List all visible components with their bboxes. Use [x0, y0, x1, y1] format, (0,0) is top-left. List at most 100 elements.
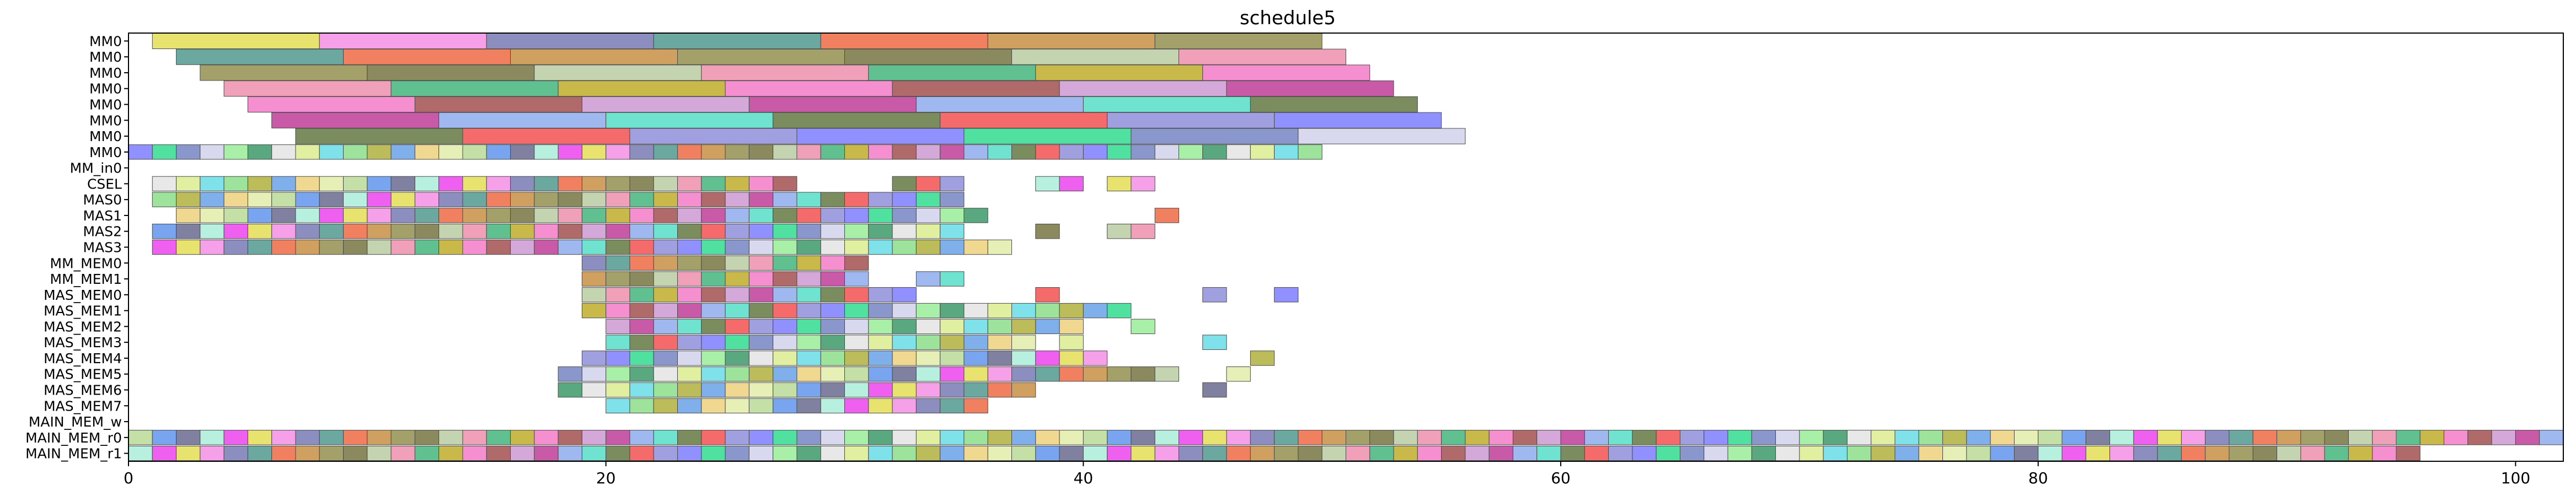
task-bar	[247, 176, 272, 192]
task-bar	[581, 223, 607, 239]
task-bar	[581, 96, 749, 113]
task-bar	[414, 239, 440, 255]
task-bar	[1059, 351, 1084, 366]
task-bar	[558, 80, 726, 97]
x-tick-label: 60	[1551, 469, 1571, 487]
task-bar	[200, 430, 224, 445]
task-bar	[343, 208, 368, 223]
task-bar	[725, 366, 749, 382]
task-bar	[486, 208, 511, 223]
task-bar	[677, 223, 702, 239]
task-bar	[1011, 48, 1180, 65]
task-bar	[1417, 445, 1442, 461]
task-bar	[2372, 445, 2397, 461]
task-bar	[271, 176, 296, 192]
task-bar	[1704, 430, 1728, 445]
task-bar	[510, 192, 535, 207]
lane-label: MAS_MEM4	[44, 351, 122, 366]
task-bar	[773, 239, 797, 255]
task-bar	[1369, 430, 1394, 445]
task-bar	[581, 271, 607, 287]
x-tick-label: 0	[124, 469, 133, 487]
task-bar	[128, 144, 153, 160]
task-bar	[390, 208, 415, 223]
task-bar	[223, 176, 248, 192]
task-bar	[796, 319, 821, 335]
task-bar	[796, 223, 821, 239]
task-bar	[701, 176, 726, 192]
task-bar	[940, 208, 965, 223]
chart-title: schedule5	[1240, 7, 1336, 29]
task-bar	[1298, 430, 1322, 445]
task-bar	[271, 445, 296, 461]
task-bar	[677, 319, 702, 335]
task-bar	[486, 33, 654, 49]
task-bar	[223, 192, 248, 207]
task-bar	[701, 64, 869, 81]
task-bar	[1131, 366, 1155, 382]
task-bar	[1298, 445, 1322, 461]
task-bar	[271, 144, 296, 160]
task-bar	[677, 287, 702, 303]
task-bar	[606, 255, 630, 271]
task-bar	[1154, 445, 1180, 461]
task-bar	[606, 382, 630, 398]
task-bar	[1488, 445, 1513, 461]
task-bar	[606, 112, 774, 128]
task-bar	[581, 445, 607, 461]
task-bar	[1871, 430, 1895, 445]
task-bar	[677, 48, 845, 65]
task-bar	[2061, 445, 2086, 461]
task-bar	[629, 335, 654, 350]
task-bar	[486, 223, 511, 239]
task-bar	[987, 366, 1013, 382]
task-bar	[1202, 287, 1227, 303]
task-bar	[581, 192, 607, 207]
task-bar	[319, 223, 344, 239]
task-bar	[558, 382, 582, 398]
task-bar	[677, 382, 702, 398]
task-bar	[1059, 303, 1084, 319]
task-bar	[796, 192, 821, 207]
task-bar	[820, 223, 845, 239]
task-bar	[1871, 445, 1895, 461]
task-bar	[1560, 445, 1585, 461]
task-bar	[725, 144, 749, 160]
task-bar	[868, 208, 893, 223]
task-bar	[581, 303, 607, 319]
task-bar	[629, 128, 797, 144]
task-bar	[1751, 445, 1776, 461]
task-bar	[319, 239, 344, 255]
task-bar	[677, 239, 702, 255]
task-bar	[606, 398, 630, 414]
task-bar	[796, 335, 821, 350]
task-bar	[1465, 430, 1490, 445]
task-bar	[629, 319, 654, 335]
task-bar	[940, 112, 1108, 128]
task-bar	[868, 366, 893, 382]
task-bar	[653, 319, 678, 335]
task-bar	[1274, 112, 1442, 128]
task-bar	[1393, 445, 1418, 461]
task-bar	[773, 445, 797, 461]
task-bar	[820, 366, 845, 382]
task-bar	[1011, 351, 1036, 366]
task-bar	[653, 287, 678, 303]
task-bar	[1823, 430, 1847, 445]
task-bar	[987, 430, 1013, 445]
task-bar	[534, 239, 559, 255]
task-bar	[1202, 64, 1370, 81]
task-bar	[1154, 33, 1322, 49]
task-bar	[1727, 445, 1752, 461]
task-bar	[915, 176, 941, 192]
task-bar	[200, 208, 224, 223]
task-bar	[176, 48, 344, 65]
task-bar	[820, 208, 845, 223]
task-bar	[677, 335, 702, 350]
task-bar	[558, 445, 582, 461]
task-bar	[510, 223, 535, 239]
task-bar	[1035, 144, 1060, 160]
task-bar	[915, 382, 941, 398]
task-bar	[414, 176, 440, 192]
task-bar	[892, 319, 917, 335]
